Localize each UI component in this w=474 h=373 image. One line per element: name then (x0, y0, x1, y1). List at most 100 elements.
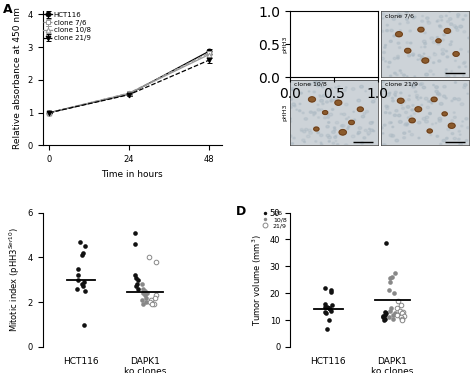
Point (322, 310, 330, 316)
Circle shape (410, 134, 413, 136)
Circle shape (455, 82, 456, 83)
Circle shape (383, 51, 385, 53)
Circle shape (321, 44, 323, 47)
Circle shape (417, 106, 420, 108)
Circle shape (348, 36, 352, 39)
Circle shape (328, 122, 330, 123)
Circle shape (371, 12, 374, 15)
Circle shape (308, 129, 311, 132)
Circle shape (411, 109, 414, 111)
Circle shape (445, 72, 447, 73)
Circle shape (326, 17, 328, 19)
Point (79, 250, 87, 256)
Circle shape (418, 121, 421, 124)
Circle shape (409, 82, 410, 84)
Circle shape (339, 11, 342, 13)
Point (326, 306, 333, 312)
Circle shape (381, 30, 384, 32)
Circle shape (313, 112, 316, 115)
Circle shape (309, 83, 312, 85)
Circle shape (459, 134, 461, 135)
Circle shape (342, 56, 344, 57)
Circle shape (462, 121, 464, 122)
Circle shape (461, 125, 463, 127)
Point (398, 314, 405, 320)
Circle shape (361, 59, 362, 60)
Circle shape (315, 65, 318, 66)
Point (131, 230, 139, 236)
Circle shape (441, 53, 445, 55)
Point (385, 288, 393, 294)
Circle shape (435, 90, 438, 93)
Point (389, 312, 397, 318)
Circle shape (425, 120, 428, 123)
Point (325, 317, 332, 323)
Circle shape (403, 137, 406, 139)
Circle shape (337, 24, 339, 25)
Circle shape (300, 51, 303, 54)
Circle shape (421, 20, 424, 22)
Circle shape (320, 144, 323, 145)
Circle shape (451, 70, 453, 72)
Circle shape (355, 66, 358, 69)
Circle shape (394, 94, 396, 95)
Point (150, 301, 158, 307)
Circle shape (400, 92, 402, 94)
Circle shape (292, 40, 294, 42)
Point (321, 301, 329, 307)
Circle shape (323, 111, 328, 115)
Circle shape (320, 22, 324, 25)
Point (147, 297, 155, 303)
Circle shape (324, 52, 329, 56)
Circle shape (429, 113, 431, 115)
Circle shape (415, 94, 419, 97)
Circle shape (331, 109, 334, 110)
Circle shape (394, 91, 397, 93)
Circle shape (439, 26, 442, 28)
Circle shape (292, 19, 296, 21)
Circle shape (438, 94, 441, 96)
Point (398, 316, 406, 322)
Circle shape (367, 132, 371, 134)
Circle shape (363, 113, 366, 115)
Circle shape (390, 29, 393, 32)
Circle shape (447, 128, 450, 131)
Circle shape (467, 93, 468, 94)
Point (321, 309, 329, 315)
Circle shape (392, 100, 394, 102)
Circle shape (297, 23, 299, 25)
Circle shape (466, 127, 469, 129)
Circle shape (382, 13, 385, 15)
Circle shape (365, 44, 368, 46)
Circle shape (307, 135, 310, 138)
Circle shape (413, 79, 417, 81)
Circle shape (431, 97, 437, 101)
Circle shape (292, 143, 293, 144)
Circle shape (346, 118, 348, 120)
Circle shape (384, 61, 386, 62)
Circle shape (333, 127, 336, 129)
Point (391, 270, 399, 276)
Circle shape (340, 113, 342, 115)
Circle shape (449, 31, 452, 33)
Circle shape (318, 70, 320, 73)
Circle shape (348, 117, 349, 118)
Circle shape (468, 51, 470, 53)
Point (74, 272, 82, 278)
Circle shape (296, 60, 299, 62)
Circle shape (312, 74, 316, 77)
Circle shape (310, 98, 313, 100)
Point (153, 292, 160, 298)
Point (138, 281, 146, 287)
Circle shape (307, 21, 309, 22)
Circle shape (409, 118, 415, 123)
Circle shape (457, 13, 460, 16)
Circle shape (322, 87, 324, 88)
Point (382, 316, 389, 322)
Circle shape (401, 72, 402, 73)
Circle shape (422, 86, 426, 89)
Circle shape (319, 32, 320, 33)
Circle shape (445, 75, 447, 76)
Circle shape (319, 134, 323, 137)
Circle shape (341, 26, 345, 29)
